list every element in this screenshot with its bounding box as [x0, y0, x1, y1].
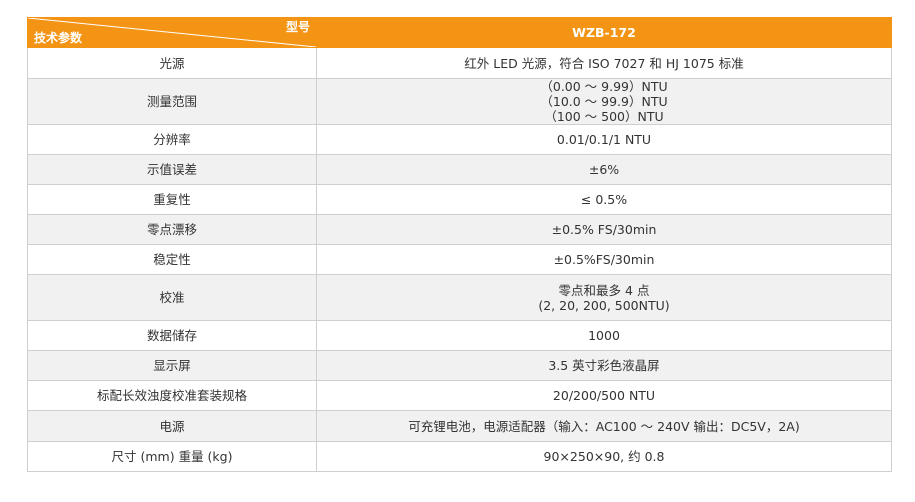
param-name: 分辨率	[27, 124, 317, 155]
table-row: 稳定性 ±0.5%FS/30min	[27, 244, 892, 275]
value-line: （10.0 ～ 99.9）NTU	[540, 94, 668, 109]
value-line: ±6%	[588, 162, 620, 177]
table-row: 标配长效浊度校准套装规格 20/200/500 NTU	[27, 380, 892, 411]
table-row: 重复性 ≤ 0.5%	[27, 184, 892, 215]
param-value: 0.01/0.1/1 NTU	[316, 124, 892, 155]
param-name: 尺寸 (mm) 重量 (kg)	[27, 441, 317, 472]
table-row: 校准 零点和最多 4 点 (2, 20, 200, 500NTU)	[27, 274, 892, 321]
value-line: 20/200/500 NTU	[552, 388, 656, 403]
model-name: WZB-172	[316, 17, 892, 48]
value-line: ±0.5% FS/30min	[551, 222, 657, 237]
table-row: 分辨率 0.01/0.1/1 NTU	[27, 124, 892, 155]
model-label: 型号	[285, 20, 310, 34]
value-line: ≤ 0.5%	[580, 192, 628, 207]
value-line: （0.00 ～ 9.99）NTU	[540, 79, 668, 94]
param-value: 零点和最多 4 点 (2, 20, 200, 500NTU)	[316, 274, 892, 321]
header-corner-cell: 型号 技术参数	[27, 17, 317, 48]
value-line: （100 ～ 500）NTU	[544, 109, 664, 124]
table-row: 光源 红外 LED 光源，符合 ISO 7027 和 HJ 1075 标准	[27, 47, 892, 79]
value-line: (2, 20, 200, 500NTU)	[538, 297, 670, 313]
table-row: 显示屏 3.5 英寸彩色液晶屏	[27, 350, 892, 381]
param-value: ±6%	[316, 154, 892, 185]
table-row: 测量范围 （0.00 ～ 9.99）NTU （10.0 ～ 99.9）NTU （100…	[27, 78, 892, 125]
param-value: 红外 LED 光源，符合 ISO 7027 和 HJ 1075 标准	[316, 47, 892, 79]
param-value: ±0.5% FS/30min	[316, 214, 892, 245]
value-line: ±0.5%FS/30min	[553, 252, 655, 267]
value-line: 红外 LED 光源，符合 ISO 7027 和 HJ 1075 标准	[464, 55, 744, 71]
value-line: 3.5 英寸彩色液晶屏	[548, 358, 660, 373]
param-value: 可充锂电池，电源适配器（输入：AC100 ～ 240V 输出：DC5V，2A)	[316, 410, 892, 442]
param-name: 数据储存	[27, 320, 317, 351]
param-name: 重复性	[27, 184, 317, 215]
param-name: 测量范围	[27, 78, 317, 125]
value-line: 1000	[588, 328, 620, 343]
param-value: ±0.5%FS/30min	[316, 244, 892, 275]
param-name: 光源	[27, 47, 317, 79]
param-value: 1000	[316, 320, 892, 351]
param-name: 标配长效浊度校准套装规格	[27, 380, 317, 411]
param-name: 显示屏	[27, 350, 317, 381]
param-value: 3.5 英寸彩色液晶屏	[316, 350, 892, 381]
value-line: 可充锂电池，电源适配器（输入：AC100 ～ 240V 输出：DC5V，2A)	[408, 418, 800, 434]
tech-params-label: 技术参数	[34, 31, 83, 45]
table-header-row: 型号 技术参数 WZB-172	[27, 17, 892, 48]
param-value: （0.00 ～ 9.99）NTU （10.0 ～ 99.9）NTU （100 ～ 5…	[316, 78, 892, 125]
param-name: 电源	[27, 410, 317, 442]
param-name: 示值误差	[27, 154, 317, 185]
value-line: 0.01/0.1/1 NTU	[556, 132, 652, 147]
spec-table: 型号 技术参数 WZB-172 光源 红外 LED 光源，符合 ISO 7027 …	[27, 17, 892, 472]
table-row: 数据储存 1000	[27, 320, 892, 351]
param-name: 校准	[27, 274, 317, 321]
param-value: ≤ 0.5%	[316, 184, 892, 215]
diagonal-divider	[28, 18, 316, 47]
param-name: 稳定性	[27, 244, 317, 275]
table-row: 尺寸 (mm) 重量 (kg) 90×250×90, 约 0.8	[27, 441, 892, 472]
table-row: 零点漂移 ±0.5% FS/30min	[27, 214, 892, 245]
table-row: 电源 可充锂电池，电源适配器（输入：AC100 ～ 240V 输出：DC5V，2A…	[27, 410, 892, 442]
value-line: 零点和最多 4 点	[558, 282, 650, 298]
param-name: 零点漂移	[27, 214, 317, 245]
param-value: 90×250×90, 约 0.8	[316, 441, 892, 472]
table-row: 示值误差 ±6%	[27, 154, 892, 185]
param-value: 20/200/500 NTU	[316, 380, 892, 411]
value-line: 90×250×90, 约 0.8	[543, 449, 665, 464]
